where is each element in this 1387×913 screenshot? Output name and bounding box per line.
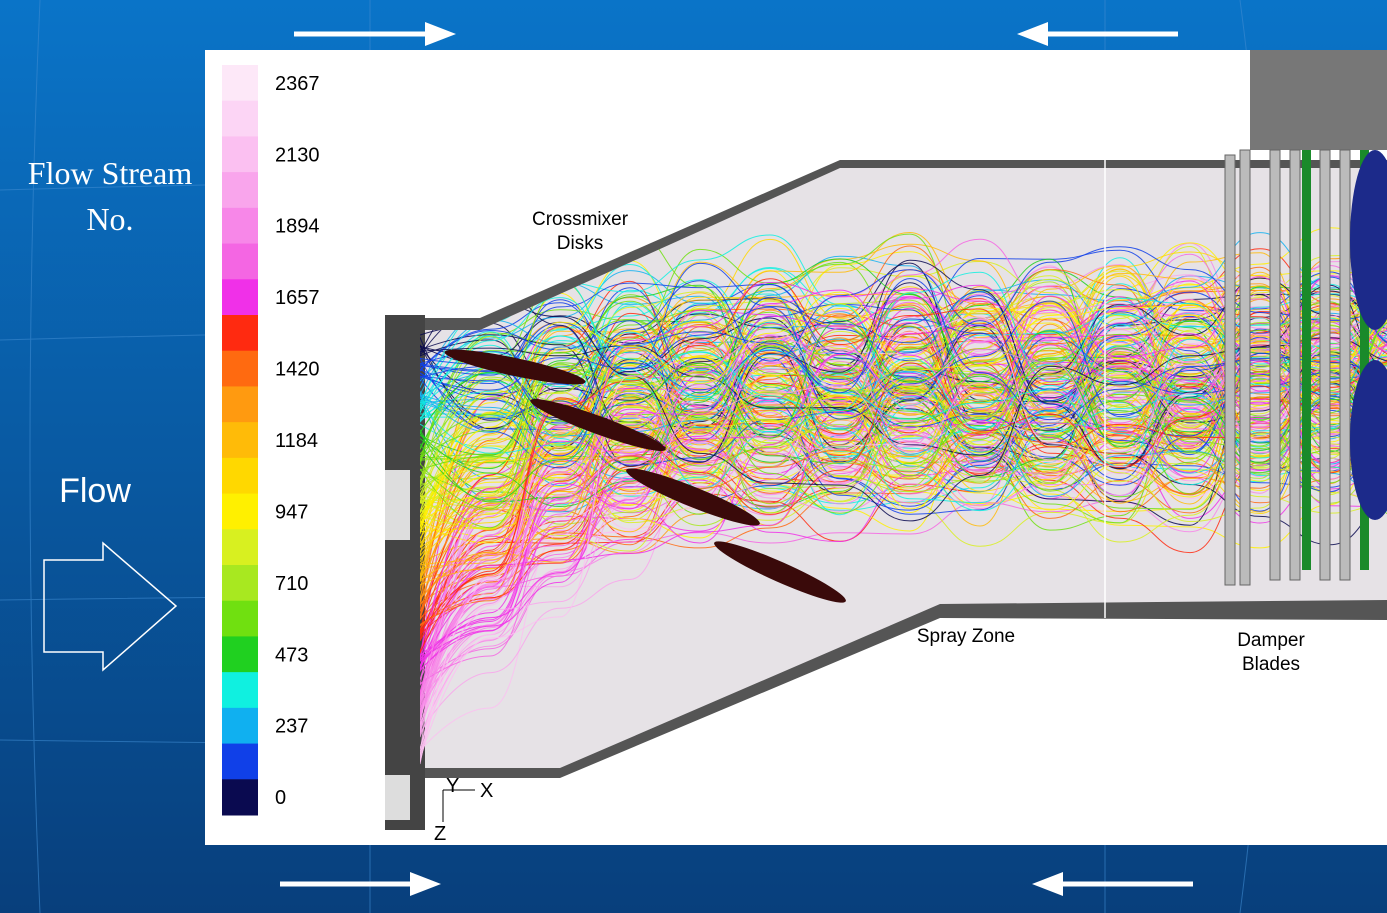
colorbar-swatch	[222, 565, 258, 602]
colorbar-swatch	[222, 207, 258, 245]
streamline	[420, 270, 1387, 430]
axis-label: X	[480, 780, 493, 802]
streamline	[420, 232, 1387, 465]
annotation: Damper	[1237, 630, 1305, 651]
colorbar-swatch	[222, 136, 258, 173]
flow-arrow	[43, 541, 178, 672]
axis-label: Z	[434, 823, 446, 845]
colorbar-swatch	[222, 636, 258, 673]
streamline	[420, 294, 1387, 729]
annotation: Spray Zone	[917, 626, 1015, 647]
streamline	[420, 323, 1387, 765]
streamline	[420, 305, 1387, 582]
colorbar-swatch	[222, 422, 258, 459]
streamline	[420, 292, 1387, 527]
colorbar-swatch	[222, 172, 258, 209]
colorbar-label: 1420	[275, 359, 320, 381]
colorbar-swatch	[222, 707, 258, 745]
stream-label: Flow Stream	[28, 155, 193, 191]
colorbar-label: 473	[275, 644, 308, 666]
axis-triad: Y X Z	[434, 775, 493, 845]
streamline	[420, 299, 1387, 617]
colorbar-label: 2130	[275, 144, 320, 166]
annotations: Crossmixer Disks Spray Zone Damper Blade…	[532, 209, 1305, 675]
streamline	[420, 303, 1387, 700]
colorbar-label: 237	[275, 716, 308, 738]
streamline	[420, 270, 1387, 485]
colorbar-swatch	[222, 529, 258, 566]
flow-label: Flow	[59, 472, 131, 510]
arrows	[280, 22, 1193, 896]
duct-details	[444, 149, 1387, 618]
colorbar-swatch	[222, 315, 258, 352]
colorbar-swatch	[222, 600, 258, 637]
annotation: Crossmixer	[532, 209, 629, 230]
colorbar-swatch	[222, 779, 258, 816]
streamline	[420, 319, 1387, 603]
axis-label: Y	[446, 775, 459, 797]
colorbar-swatch	[222, 279, 258, 316]
colorbar-swatch	[222, 243, 258, 280]
colorbar-label: 0	[275, 787, 286, 809]
colorbar-label: 710	[275, 573, 308, 595]
colorbar-swatch	[222, 65, 258, 102]
annotation: Blades	[1242, 654, 1300, 675]
annotation: Disks	[557, 233, 603, 254]
colorbar-swatch	[222, 743, 258, 780]
colorbar-label: 1184	[275, 430, 318, 452]
colorbar-swatch	[222, 350, 258, 387]
colorbar-swatch	[222, 672, 258, 709]
colorbar-label: 1894	[275, 216, 320, 238]
stream-label: No.	[86, 201, 133, 237]
colorbar: 2367 2130 1894 1657 1420 1184 947 710 473 237 0	[222, 65, 320, 816]
streamline	[420, 226, 1387, 493]
streamline	[420, 325, 1387, 546]
colorbar-label: 1657	[275, 287, 320, 309]
streamline	[420, 308, 1387, 761]
colorbar-label: 2367	[275, 73, 320, 95]
colorbar-label: 947	[275, 501, 308, 523]
colorbar-swatch	[222, 457, 258, 495]
streamline	[420, 246, 1387, 413]
colorbar-swatch	[222, 493, 258, 530]
streamline	[420, 243, 1387, 580]
colorbar-swatch	[222, 100, 258, 137]
streamline	[420, 276, 1387, 442]
colorbar-swatch	[222, 386, 258, 423]
streamline	[420, 275, 1387, 702]
